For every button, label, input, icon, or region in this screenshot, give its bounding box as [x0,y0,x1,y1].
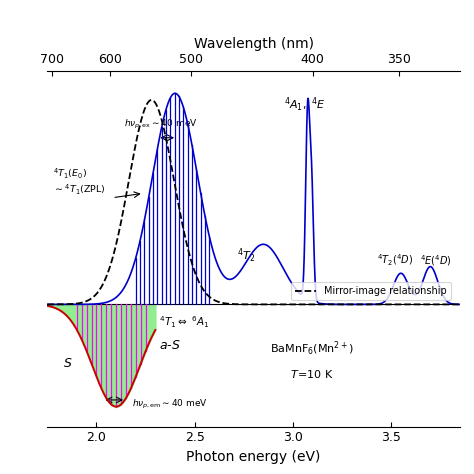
Legend: Mirror-image relationship: Mirror-image relationship [291,282,451,300]
X-axis label: Wavelength (nm): Wavelength (nm) [193,36,314,51]
Text: $h\nu_{p,\mathrm{ex}}{\sim}40\ \mathrm{meV}$: $h\nu_{p,\mathrm{ex}}{\sim}40\ \mathrm{m… [125,118,198,131]
Text: $^4T_2(^4D)$: $^4T_2(^4D)$ [377,253,413,268]
Text: $^4T_1(E_0)$
${\sim}^4T_1\mathrm{(ZPL)}$: $^4T_1(E_0)$ ${\sim}^4T_1\mathrm{(ZPL)}$ [53,167,106,197]
X-axis label: Photon energy (eV): Photon energy (eV) [186,450,321,464]
Text: $S$: $S$ [63,356,73,370]
Text: BaMnF$_6$(Mn$^{2+}$): BaMnF$_6$(Mn$^{2+}$) [270,340,355,358]
Text: $^4A_1,\ ^4E$: $^4A_1,\ ^4E$ [283,96,326,114]
Text: $^4T_1 \Leftrightarrow\ ^6A_1$: $^4T_1 \Leftrightarrow\ ^6A_1$ [159,315,210,330]
Text: a-$S$: a-$S$ [159,339,181,352]
Text: $^4T_2$: $^4T_2$ [237,247,255,265]
Text: $h\nu_{p,\mathrm{em}}{\sim}40\ \mathrm{meV}$: $h\nu_{p,\mathrm{em}}{\sim}40\ \mathrm{m… [132,398,208,411]
Text: $T\!=\!10\ \mathrm{K}$: $T\!=\!10\ \mathrm{K}$ [291,368,335,380]
Text: $^4E(^4D)$: $^4E(^4D)$ [420,253,452,268]
